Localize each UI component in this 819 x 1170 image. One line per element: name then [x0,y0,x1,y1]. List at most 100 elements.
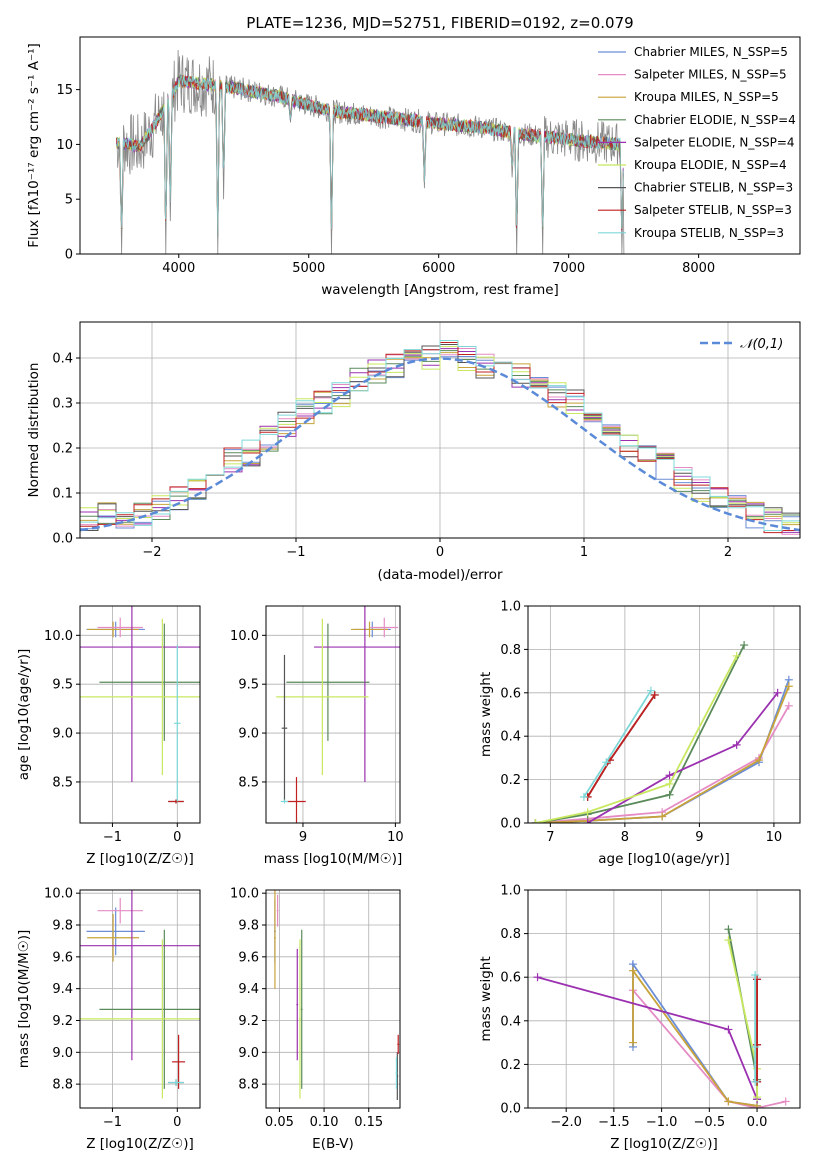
y-tick-label: 9.5 [52,678,73,693]
y-tick-label: 10.0 [230,629,259,644]
weight-line [587,692,779,823]
y-tick-label: 9.0 [238,727,259,742]
model-spectrum-line [115,74,624,237]
weight-line [727,929,758,1100]
x-tick-label: 0.05 [265,1115,294,1130]
y-tick-label: 10 [56,138,73,153]
errorbar-plot-area [80,606,200,804]
y-tick-label: 1.0 [500,600,521,615]
x-tick-label: 10 [766,830,783,845]
weight-line [632,967,758,1107]
x-axis-label: mass [log10(M/M☉)] [264,851,403,867]
y-tick-label: 0.4 [52,352,73,367]
x-tick-label: 0 [173,1115,181,1130]
x-tick-label: 7000 [552,261,585,276]
x-tick-label: −2 [142,545,161,560]
weight-line [535,685,790,823]
axes-frame [79,36,801,255]
y-tick-label: 8.5 [238,775,259,790]
spectrum-plot-area [115,49,797,254]
legend-label: Kroupa MILES, N_SSP=5 [634,90,779,104]
x-tick-label: 5000 [292,261,325,276]
axes-frame [79,889,201,1109]
y-tick-label: 0.0 [500,1102,521,1117]
legend-label: Chabrier MILES, N_SSP=5 [634,45,788,59]
x-tick-label: 0.10 [310,1115,339,1130]
y-axis-label: Flux [fλ10⁻¹⁷ erg cm⁻² s⁻¹ A⁻¹] [26,43,42,248]
x-tick-label: −1 [103,830,122,845]
errorbar-plot-area [80,890,200,1099]
y-axis-label: mass weight [478,956,494,1041]
x-tick-label: 9 [299,830,307,845]
y-tick-label: 10.0 [44,887,73,902]
x-tick-label: −1.0 [646,1115,678,1130]
y-axis-label: age [log10(age/yr)] [16,649,32,781]
axes-frame [265,889,401,1109]
y-axis-label: mass weight [478,672,494,757]
x-tick-label: 0 [173,830,181,845]
y-tick-label: 0.0 [500,817,521,832]
x-axis-label: Z [log10(Z/Z☉)] [86,851,194,867]
y-tick-label: 0.4 [500,730,521,745]
x-axis-label: E(B-V) [312,1136,354,1152]
model-spectrum-line [115,74,624,237]
weight-line [632,989,786,1108]
weight-line [727,939,758,1098]
legend-label: Kroupa STELIB, N_SSP=3 [634,226,784,240]
model-spectrum-line [115,76,624,237]
axes-frame [79,605,201,824]
x-axis-label: (data-model)/error [377,567,503,583]
model-spectrum-line [115,75,624,237]
y-tick-label: 9.5 [238,678,259,693]
x-tick-label: 0.0 [747,1115,768,1130]
model-spectrum-line [115,75,624,237]
y-tick-label: 9.0 [52,1046,73,1061]
legend-label: Chabrier STELIB, N_SSP=3 [634,181,793,195]
y-tick-label: 8.8 [238,1078,259,1093]
y-tick-label: 9.0 [52,727,73,742]
x-axis-label: age [log10(age/yr)] [598,851,730,867]
y-tick-label: 9.4 [52,982,73,997]
x-tick-label: −1.5 [598,1115,630,1130]
errorbar-plot-area [274,890,400,1101]
histogram-plot-area [80,340,800,535]
weight-line [535,644,745,823]
axes-frame [527,605,801,824]
x-axis-label: wavelength [Angstrom, rest frame] [321,282,559,298]
y-tick-label: 9.6 [238,950,259,965]
x-tick-label: 0 [436,545,444,560]
y-tick-label: 0.8 [500,927,521,942]
y-tick-label: 10.0 [230,887,259,902]
y-tick-label: 5 [65,193,73,208]
x-tick-label: 4000 [162,261,195,276]
axes-frame [79,321,801,539]
y-tick-label: 9.2 [238,1014,259,1029]
y-tick-label: 9.0 [238,1046,259,1061]
model-spectrum-line [115,73,624,237]
y-tick-label: 15 [56,83,73,98]
x-tick-label: −2.0 [550,1115,582,1130]
x-tick-label: 2 [724,545,732,560]
model-spectrum-line [116,75,624,237]
y-tick-label: 0.8 [500,643,521,658]
weight-plot-area [531,641,793,823]
x-tick-label: 1 [580,545,588,560]
weight-plot-area [533,925,790,1108]
x-tick-label: −1 [286,545,305,560]
x-axis-label: Z [log10(Z/Z☉)] [86,1136,194,1152]
errorbar-plot-area [276,606,400,823]
x-tick-label: −0.5 [694,1115,726,1130]
x-tick-label: −1 [103,1115,122,1130]
axes-frame [527,889,801,1109]
y-axis-label: mass [log10(M/M☉)] [16,930,32,1069]
y-tick-label: 8.8 [52,1078,73,1093]
weight-line [537,976,758,1100]
y-tick-label: 10.0 [44,629,73,644]
legend-label: Salpeter MILES, N_SSP=5 [634,68,787,82]
y-tick-label: 1.0 [500,884,521,899]
y-tick-label: 0.0 [52,532,73,547]
weight-line [535,655,738,823]
weight-line [583,690,652,798]
y-tick-label: 0.3 [52,397,73,412]
